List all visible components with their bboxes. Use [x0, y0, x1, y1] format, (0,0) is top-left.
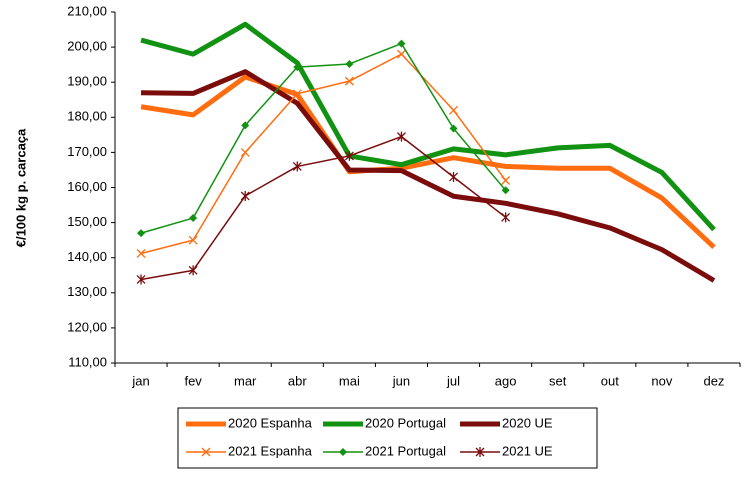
series-line [141, 69, 716, 283]
legend-label: 2021 UE [502, 443, 553, 458]
legend-box [177, 407, 598, 469]
marker [136, 274, 146, 285]
marker [201, 447, 211, 457]
marker-stroke [396, 49, 406, 59]
series-line [140, 21, 716, 232]
legend-label: 2021 Portugal [365, 443, 446, 458]
marker-stroke [136, 249, 146, 258]
marker [293, 63, 302, 72]
y-tick-label: 210,00 [67, 3, 107, 18]
y-tick-label: 140,00 [67, 249, 107, 264]
marker [396, 131, 406, 142]
marker [292, 89, 302, 99]
x-tick-label: nov [651, 373, 672, 388]
x-tick-label: abr [288, 373, 307, 388]
marker [344, 150, 354, 161]
marker-shape [241, 121, 250, 130]
marker-shape [339, 448, 347, 456]
y-tick-label: 190,00 [67, 74, 107, 89]
y-tick-label: 130,00 [67, 284, 107, 299]
marker-stroke [188, 235, 198, 245]
marker [188, 235, 198, 245]
series-line [140, 42, 507, 234]
marker [189, 214, 198, 223]
series-line [140, 53, 507, 255]
marker [396, 49, 406, 59]
legend-label: 2020 UE [502, 415, 553, 430]
y-tick-label: 180,00 [67, 109, 107, 124]
marker [136, 249, 146, 258]
marker [449, 124, 458, 133]
marker [345, 59, 354, 68]
y-tick-label: 150,00 [67, 214, 107, 229]
x-tick-label: jun [392, 373, 410, 388]
x-tick-label: mar [234, 373, 257, 388]
marker-shape [293, 63, 302, 72]
y-axis-title: €/100 kg p. carcaça [13, 128, 28, 247]
x-tick-label: jan [131, 373, 149, 388]
marker [449, 105, 459, 115]
marker-stroke [449, 105, 459, 115]
marker [292, 161, 302, 172]
marker [188, 265, 198, 276]
series-line [140, 74, 716, 249]
marker-stroke [240, 147, 250, 157]
marker [449, 171, 459, 182]
legend-label: 2021 Espanha [228, 443, 313, 458]
marker-shape [137, 229, 146, 238]
x-tick-label: mai [339, 373, 360, 388]
marker [240, 190, 250, 201]
y-tick-label: 110,00 [68, 354, 107, 369]
y-tick-label: 160,00 [67, 179, 107, 194]
x-tick-label: jul [446, 373, 460, 388]
marker-shape [189, 214, 198, 223]
y-tick-label: 120,00 [67, 319, 107, 334]
marker-shape [397, 39, 406, 48]
marker [397, 39, 406, 48]
y-tick-label: 170,00 [67, 144, 107, 159]
marker-stroke [344, 76, 354, 86]
x-tick-label: set [549, 373, 567, 388]
legend-label: 2020 Portugal [365, 415, 446, 430]
x-tick-label: dez [703, 373, 724, 388]
legend-label: 2020 Espanha [228, 415, 313, 430]
marker-stroke [292, 89, 302, 99]
marker [137, 229, 146, 238]
marker-shape [345, 59, 354, 68]
series-line [140, 135, 507, 281]
marker-stroke [501, 176, 511, 185]
x-tick-label: fev [184, 373, 202, 388]
marker [475, 447, 485, 457]
marker-stroke [201, 447, 211, 457]
marker [501, 176, 511, 185]
marker [240, 147, 250, 157]
x-tick-label: out [601, 373, 619, 388]
marker-shape [501, 186, 510, 195]
marker [501, 212, 511, 223]
marker [339, 448, 347, 456]
marker [501, 186, 510, 195]
x-tick-label: ago [495, 373, 517, 388]
marker-shape [449, 124, 458, 133]
marker [241, 121, 250, 130]
marker [344, 76, 354, 86]
y-tick-label: 200,00 [67, 39, 107, 54]
